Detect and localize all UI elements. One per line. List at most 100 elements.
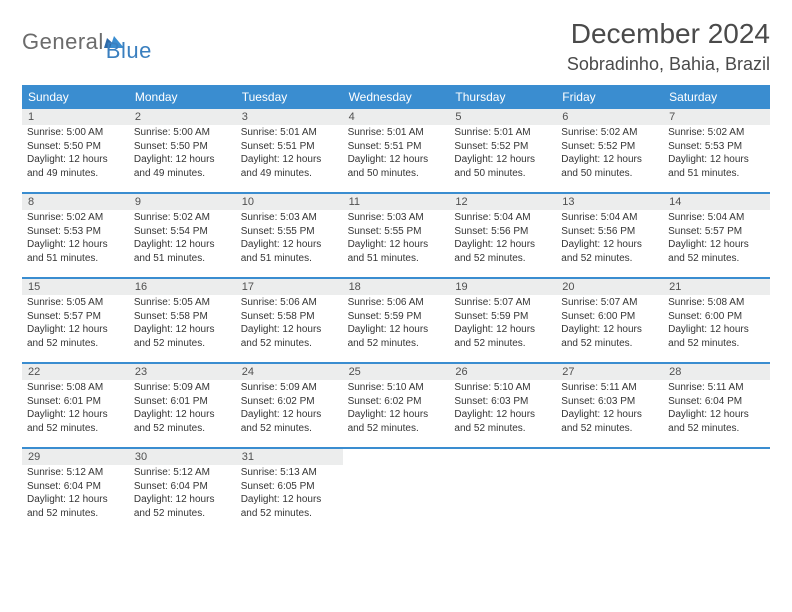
day-number: 21 [663, 279, 770, 295]
day-cell: 8Sunrise: 5:02 AMSunset: 5:53 PMDaylight… [22, 194, 129, 277]
day-details: Sunrise: 5:03 AMSunset: 5:55 PMDaylight:… [343, 211, 450, 269]
sunset-line: Sunset: 5:50 PM [27, 140, 124, 154]
sunset-line: Sunset: 6:02 PM [348, 395, 445, 409]
day-number: 1 [22, 109, 129, 125]
sunset-line: Sunset: 5:53 PM [27, 225, 124, 239]
day-details: Sunrise: 5:06 AMSunset: 5:59 PMDaylight:… [343, 296, 450, 354]
day-number: 31 [236, 449, 343, 465]
daylight-line: Daylight: 12 hours and 51 minutes. [348, 238, 445, 265]
day-cell: 29Sunrise: 5:12 AMSunset: 6:04 PMDayligh… [22, 449, 129, 532]
sunrise-line: Sunrise: 5:00 AM [27, 126, 124, 140]
day-details: Sunrise: 5:04 AMSunset: 5:56 PMDaylight:… [449, 211, 556, 269]
day-details: Sunrise: 5:01 AMSunset: 5:51 PMDaylight:… [236, 126, 343, 184]
location-title: Sobradinho, Bahia, Brazil [567, 54, 770, 75]
sunrise-line: Sunrise: 5:05 AM [27, 296, 124, 310]
daylight-line: Daylight: 12 hours and 52 minutes. [668, 323, 765, 350]
day-number: 18 [343, 279, 450, 295]
sunset-line: Sunset: 5:54 PM [134, 225, 231, 239]
day-details: Sunrise: 5:04 AMSunset: 5:56 PMDaylight:… [556, 211, 663, 269]
sunrise-line: Sunrise: 5:02 AM [668, 126, 765, 140]
sunrise-line: Sunrise: 5:00 AM [134, 126, 231, 140]
day-number: 27 [556, 364, 663, 380]
sunset-line: Sunset: 6:04 PM [27, 480, 124, 494]
sunrise-line: Sunrise: 5:01 AM [241, 126, 338, 140]
sunset-line: Sunset: 6:04 PM [668, 395, 765, 409]
day-number: 19 [449, 279, 556, 295]
sunset-line: Sunset: 5:50 PM [134, 140, 231, 154]
day-details: Sunrise: 5:10 AMSunset: 6:02 PMDaylight:… [343, 381, 450, 439]
sunset-line: Sunset: 6:01 PM [134, 395, 231, 409]
sunrise-line: Sunrise: 5:02 AM [134, 211, 231, 225]
daylight-line: Daylight: 12 hours and 52 minutes. [27, 323, 124, 350]
day-number: 25 [343, 364, 450, 380]
day-number: 26 [449, 364, 556, 380]
day-number: 7 [663, 109, 770, 125]
day-number: 24 [236, 364, 343, 380]
day-number: 11 [343, 194, 450, 210]
day-cell [343, 449, 450, 532]
sunset-line: Sunset: 6:02 PM [241, 395, 338, 409]
day-number: 16 [129, 279, 236, 295]
day-details: Sunrise: 5:01 AMSunset: 5:51 PMDaylight:… [343, 126, 450, 184]
day-details: Sunrise: 5:02 AMSunset: 5:54 PMDaylight:… [129, 211, 236, 269]
daylight-line: Daylight: 12 hours and 52 minutes. [454, 238, 551, 265]
day-cell: 2Sunrise: 5:00 AMSunset: 5:50 PMDaylight… [129, 109, 236, 192]
sunrise-line: Sunrise: 5:04 AM [668, 211, 765, 225]
sunset-line: Sunset: 5:57 PM [668, 225, 765, 239]
daylight-line: Daylight: 12 hours and 52 minutes. [668, 238, 765, 265]
day-cell: 26Sunrise: 5:10 AMSunset: 6:03 PMDayligh… [449, 364, 556, 447]
weekday-header: Tuesday [236, 85, 343, 109]
day-cell [663, 449, 770, 532]
sunset-line: Sunset: 5:59 PM [454, 310, 551, 324]
sunrise-line: Sunrise: 5:03 AM [348, 211, 445, 225]
day-cell: 1Sunrise: 5:00 AMSunset: 5:50 PMDaylight… [22, 109, 129, 192]
day-number: 20 [556, 279, 663, 295]
weekday-header-row: Sunday Monday Tuesday Wednesday Thursday… [22, 85, 770, 109]
day-number: 6 [556, 109, 663, 125]
brand-text-blue: Blue [106, 38, 152, 64]
day-details: Sunrise: 5:00 AMSunset: 5:50 PMDaylight:… [129, 126, 236, 184]
day-cell: 15Sunrise: 5:05 AMSunset: 5:57 PMDayligh… [22, 279, 129, 362]
day-cell: 16Sunrise: 5:05 AMSunset: 5:58 PMDayligh… [129, 279, 236, 362]
sunset-line: Sunset: 6:03 PM [561, 395, 658, 409]
daylight-line: Daylight: 12 hours and 50 minutes. [454, 153, 551, 180]
day-cell: 9Sunrise: 5:02 AMSunset: 5:54 PMDaylight… [129, 194, 236, 277]
daylight-line: Daylight: 12 hours and 49 minutes. [134, 153, 231, 180]
day-details: Sunrise: 5:11 AMSunset: 6:03 PMDaylight:… [556, 381, 663, 439]
day-number: 29 [22, 449, 129, 465]
sunrise-line: Sunrise: 5:04 AM [454, 211, 551, 225]
day-cell: 4Sunrise: 5:01 AMSunset: 5:51 PMDaylight… [343, 109, 450, 192]
sunset-line: Sunset: 5:56 PM [454, 225, 551, 239]
day-details: Sunrise: 5:09 AMSunset: 6:01 PMDaylight:… [129, 381, 236, 439]
day-cell: 18Sunrise: 5:06 AMSunset: 5:59 PMDayligh… [343, 279, 450, 362]
day-details: Sunrise: 5:04 AMSunset: 5:57 PMDaylight:… [663, 211, 770, 269]
weeks-container: 1Sunrise: 5:00 AMSunset: 5:50 PMDaylight… [22, 109, 770, 532]
sunset-line: Sunset: 5:56 PM [561, 225, 658, 239]
day-cell: 11Sunrise: 5:03 AMSunset: 5:55 PMDayligh… [343, 194, 450, 277]
sunrise-line: Sunrise: 5:06 AM [241, 296, 338, 310]
day-details: Sunrise: 5:07 AMSunset: 6:00 PMDaylight:… [556, 296, 663, 354]
day-details: Sunrise: 5:06 AMSunset: 5:58 PMDaylight:… [236, 296, 343, 354]
day-cell: 23Sunrise: 5:09 AMSunset: 6:01 PMDayligh… [129, 364, 236, 447]
day-cell: 13Sunrise: 5:04 AMSunset: 5:56 PMDayligh… [556, 194, 663, 277]
sunset-line: Sunset: 5:51 PM [348, 140, 445, 154]
day-number: 14 [663, 194, 770, 210]
sunrise-line: Sunrise: 5:05 AM [134, 296, 231, 310]
day-cell: 22Sunrise: 5:08 AMSunset: 6:01 PMDayligh… [22, 364, 129, 447]
daylight-line: Daylight: 12 hours and 52 minutes. [668, 408, 765, 435]
sunrise-line: Sunrise: 5:01 AM [348, 126, 445, 140]
day-details: Sunrise: 5:09 AMSunset: 6:02 PMDaylight:… [236, 381, 343, 439]
sunset-line: Sunset: 6:03 PM [454, 395, 551, 409]
sunrise-line: Sunrise: 5:08 AM [27, 381, 124, 395]
day-cell: 7Sunrise: 5:02 AMSunset: 5:53 PMDaylight… [663, 109, 770, 192]
daylight-line: Daylight: 12 hours and 52 minutes. [561, 238, 658, 265]
day-cell: 28Sunrise: 5:11 AMSunset: 6:04 PMDayligh… [663, 364, 770, 447]
daylight-line: Daylight: 12 hours and 52 minutes. [348, 323, 445, 350]
weekday-header: Wednesday [343, 85, 450, 109]
weekday-header: Saturday [663, 85, 770, 109]
day-details: Sunrise: 5:05 AMSunset: 5:58 PMDaylight:… [129, 296, 236, 354]
weekday-header: Sunday [22, 85, 129, 109]
daylight-line: Daylight: 12 hours and 52 minutes. [134, 323, 231, 350]
brand-logo: General Blue [22, 20, 152, 64]
calendar-page: General Blue December 2024 Sobradinho, B… [0, 0, 792, 532]
